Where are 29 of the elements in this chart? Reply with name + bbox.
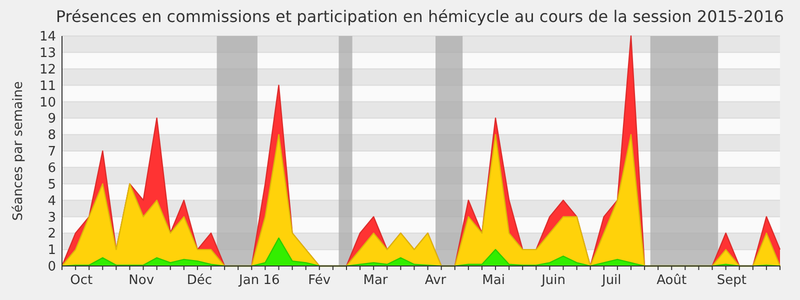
y-tick-label: 3 bbox=[48, 210, 56, 226]
y-tick-label: 7 bbox=[48, 144, 56, 160]
x-tick-label: Mai bbox=[482, 273, 505, 288]
x-tick-label: Fév bbox=[308, 273, 331, 288]
y-tick-label: 2 bbox=[48, 226, 56, 242]
x-tick-label: Oct bbox=[70, 273, 93, 288]
x-tick-label: Avr bbox=[424, 273, 447, 288]
y-tick-label: 0 bbox=[48, 260, 56, 275]
x-tick-label: Jan 16 bbox=[238, 273, 280, 288]
y-tick-label: 8 bbox=[48, 128, 56, 144]
x-tick-label: Déc bbox=[186, 273, 212, 288]
y-tick-label: 9 bbox=[48, 112, 56, 127]
y-tick-label: 1 bbox=[48, 243, 56, 258]
x-tick-label: Sept bbox=[716, 273, 746, 288]
y-tick-label: 5 bbox=[48, 177, 56, 192]
y-tick-label: 14 bbox=[39, 30, 56, 45]
x-tick-label: Juin bbox=[540, 273, 566, 288]
x-tick-label: Juil bbox=[600, 273, 622, 288]
chart-title: Présences en commissions et participation en hémicycle au cours de la session 2015-2016 bbox=[56, 7, 784, 26]
y-tick-label: 10 bbox=[39, 95, 56, 110]
x-tick-label: Août bbox=[656, 273, 687, 288]
y-axis-title: Séances par semaine bbox=[11, 81, 26, 221]
y-tick-label: 13 bbox=[39, 46, 56, 61]
x-tick-label: Mar bbox=[363, 273, 388, 288]
y-tick-label: 4 bbox=[48, 194, 56, 209]
y-tick-label: 12 bbox=[39, 62, 56, 78]
y-tick-label: 11 bbox=[39, 78, 56, 94]
x-tick-label: Nov bbox=[128, 273, 154, 288]
y-tick-label: 6 bbox=[48, 160, 56, 176]
